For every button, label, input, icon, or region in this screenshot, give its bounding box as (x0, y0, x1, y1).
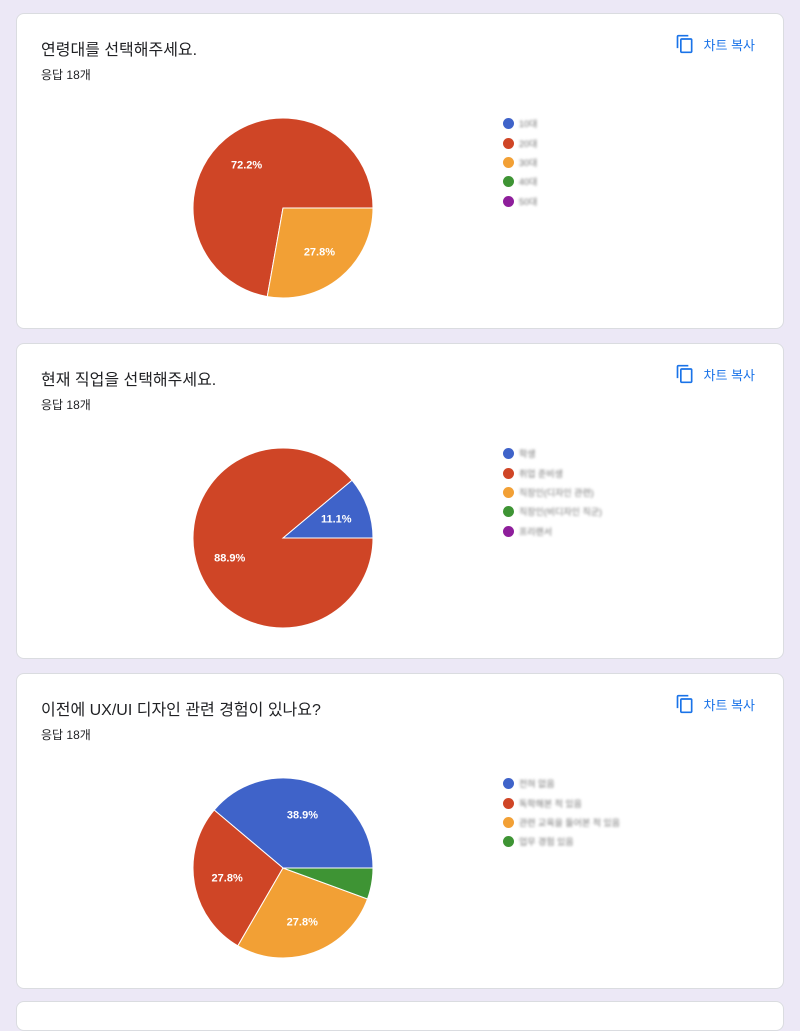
card-age-group: 연령대를 선택해주세요. 응답 18개 차트 복사 72.2% 27.8% 10대… (16, 13, 784, 329)
legend-label: 학생 (519, 449, 536, 460)
pie-slice-1 (192, 809, 284, 947)
legend-swatch (503, 816, 514, 828)
legend-label: 10대 (519, 119, 538, 130)
legend-label: 직장인(디자인 관련) (519, 487, 594, 498)
legend-label: 독학해본 적 있음 (519, 798, 582, 809)
question-title: 연령대를 선택해주세요. (41, 42, 198, 59)
copy-chart-label: 차트 복사 (703, 367, 755, 383)
experience-pie-chart: 38.9% 27.8% 27.8% (192, 777, 374, 959)
copy-chart-label: 차트 복사 (703, 697, 755, 713)
legend-item: 학생 (503, 444, 602, 463)
copy-chart-button[interactable]: 차트 복사 (675, 34, 755, 54)
legend-item: 30대 (503, 153, 537, 172)
legend-swatch (503, 118, 514, 130)
slice-label-0: 11.1% (321, 514, 352, 526)
pie-slice-1 (192, 447, 374, 629)
legend-item: 업무 경험 있음 (503, 832, 620, 851)
slice-label-1: 27.8% (212, 873, 243, 885)
response-count: 응답 18개 (41, 728, 91, 742)
legend-item: 40대 (503, 172, 537, 191)
legend-swatch (503, 778, 514, 790)
legend-item: 취업 준비생 (503, 463, 602, 482)
legend-label: 30대 (519, 157, 538, 168)
legend-swatch (503, 195, 514, 207)
slice-label-1: 88.9% (214, 552, 245, 564)
legend-item: 전혀 없음 (503, 774, 620, 793)
age-legend: 10대 20대 30대 40대 50대 (503, 114, 537, 211)
legend-label: 50대 (519, 196, 538, 207)
response-count: 응답 18개 (41, 398, 91, 412)
legend-swatch (503, 506, 514, 518)
legend-swatch (503, 525, 514, 537)
legend-swatch (503, 448, 514, 460)
legend-item: 독학해본 적 있음 (503, 793, 620, 812)
slice-label-0: 38.9% (287, 810, 318, 822)
question-title: 현재 직업을 선택해주세요. (41, 372, 217, 389)
legend-label: 20대 (519, 138, 538, 149)
card-uxui-experience: 이전에 UX/UI 디자인 관련 경험이 있나요? 응답 18개 차트 복사 3… (16, 673, 784, 989)
legend-item: 프리랜서 (503, 522, 602, 541)
legend-item: 20대 (503, 133, 537, 152)
copy-icon (675, 694, 695, 714)
pie-slice-2 (266, 207, 374, 299)
pie-slice-0 (213, 777, 374, 869)
response-count: 응답 18개 (41, 68, 91, 82)
card-occupation: 현재 직업을 선택해주세요. 응답 18개 차트 복사 11.1% 88.9% 학… (16, 343, 784, 659)
legend-label: 관련 교육을 들어본 적 있음 (519, 817, 621, 828)
age-pie-chart: 72.2% 27.8% (192, 117, 374, 299)
legend-swatch (503, 486, 514, 498)
question-title: 이전에 UX/UI 디자인 관련 경험이 있나요? (41, 702, 321, 719)
legend-swatch (503, 156, 514, 168)
legend-swatch (503, 467, 514, 479)
legend-item: 10대 (503, 114, 537, 133)
legend-item: 직장인(디자인 관련) (503, 483, 602, 502)
copy-icon (675, 364, 695, 384)
legend-swatch (503, 137, 514, 149)
pie-slice-2 (237, 867, 369, 959)
copy-chart-button[interactable]: 차트 복사 (675, 364, 755, 384)
copy-chart-label: 차트 복사 (703, 37, 755, 53)
legend-swatch (503, 836, 514, 848)
legend-label: 업무 경험 있음 (519, 837, 574, 848)
pie-slice-3 (282, 867, 374, 900)
legend-label: 직장인(비디자인 직군) (519, 507, 603, 518)
legend-label: 40대 (519, 177, 538, 188)
legend-item: 직장인(비디자인 직군) (503, 502, 602, 521)
legend-item: 50대 (503, 192, 537, 211)
legend-label: 프리랜서 (519, 526, 553, 537)
slice-label-2: 27.8% (287, 916, 318, 928)
pie-slice-1 (192, 117, 374, 298)
legend-label: 취업 준비생 (519, 468, 563, 479)
slice-label-2: 27.8% (304, 246, 335, 258)
slice-label-1: 72.2% (231, 160, 262, 172)
legend-swatch (503, 176, 514, 188)
legend-item: 관련 교육을 들어본 적 있음 (503, 813, 620, 832)
copy-icon (675, 34, 695, 54)
legend-label: 전혀 없음 (519, 779, 555, 790)
occupation-pie-chart: 11.1% 88.9% (192, 447, 374, 629)
copy-chart-button[interactable]: 차트 복사 (675, 694, 755, 714)
legend-swatch (503, 797, 514, 809)
